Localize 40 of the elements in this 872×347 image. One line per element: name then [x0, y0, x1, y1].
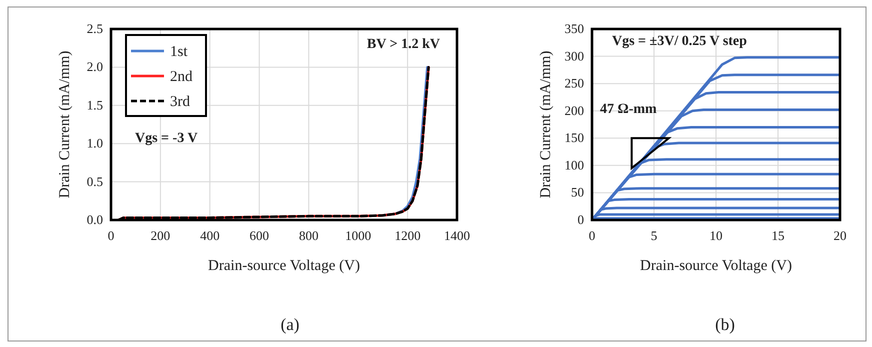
x-tick-label: 20: [834, 228, 846, 243]
annotation: Vgs = ±3V/ 0.25 V step: [612, 34, 748, 49]
x-tick-label: 400: [200, 228, 220, 243]
y-tick-label: 0.5: [86, 174, 103, 189]
y-tick-label: 2.5: [86, 21, 103, 36]
text: (a): [280, 315, 300, 334]
x-tick-label: 1200: [394, 228, 421, 243]
legend-label: 2nd: [170, 69, 193, 85]
text: (b): [715, 315, 735, 334]
legend-label: 3rd: [170, 94, 190, 110]
y-tick-label: 1.0: [86, 136, 103, 151]
y-tick-label: 250: [564, 76, 584, 91]
y-axis-title: Drain Current (mA/mm): [57, 50, 73, 198]
annotation: BV > 1.2 kV: [366, 37, 440, 52]
y-tick-label: 2.0: [86, 59, 103, 74]
x-tick-label: 0: [108, 228, 114, 243]
legend-label: 1st: [170, 44, 188, 60]
y-tick-label: 50: [571, 184, 584, 200]
y-axis-title: Drain Current (mA/mm): [538, 50, 554, 198]
x-tick-label: 15: [772, 228, 784, 243]
y-tick-label: 100: [564, 157, 584, 172]
annotation: Vgs = -3 V: [135, 131, 198, 146]
x-tick-label: 10: [710, 228, 722, 243]
y-tick-label: 1.5: [86, 97, 103, 112]
x-tick-label: 200: [150, 228, 170, 243]
x-tick-label: 5: [650, 228, 658, 243]
y-tick-label: 150: [564, 130, 584, 146]
x-axis-title: Drain-source Voltage (V): [640, 258, 792, 274]
x-tick-label: 1000: [345, 228, 372, 243]
y-tick-label: 0.0: [86, 212, 103, 227]
x-tick-label: 0: [588, 228, 596, 243]
x-tick-label: 800: [298, 228, 318, 243]
annotation: 47 Ω-mm: [600, 102, 658, 117]
x-axis-title: Drain-source Voltage (V): [208, 258, 360, 274]
y-tick-label: 300: [564, 48, 584, 64]
y-tick-label: 350: [564, 21, 584, 36]
y-tick-label: 0: [578, 212, 584, 227]
y-tick-label: 200: [564, 102, 584, 118]
x-tick-label: 600: [250, 228, 270, 243]
x-tick-label: 1400: [444, 228, 470, 243]
